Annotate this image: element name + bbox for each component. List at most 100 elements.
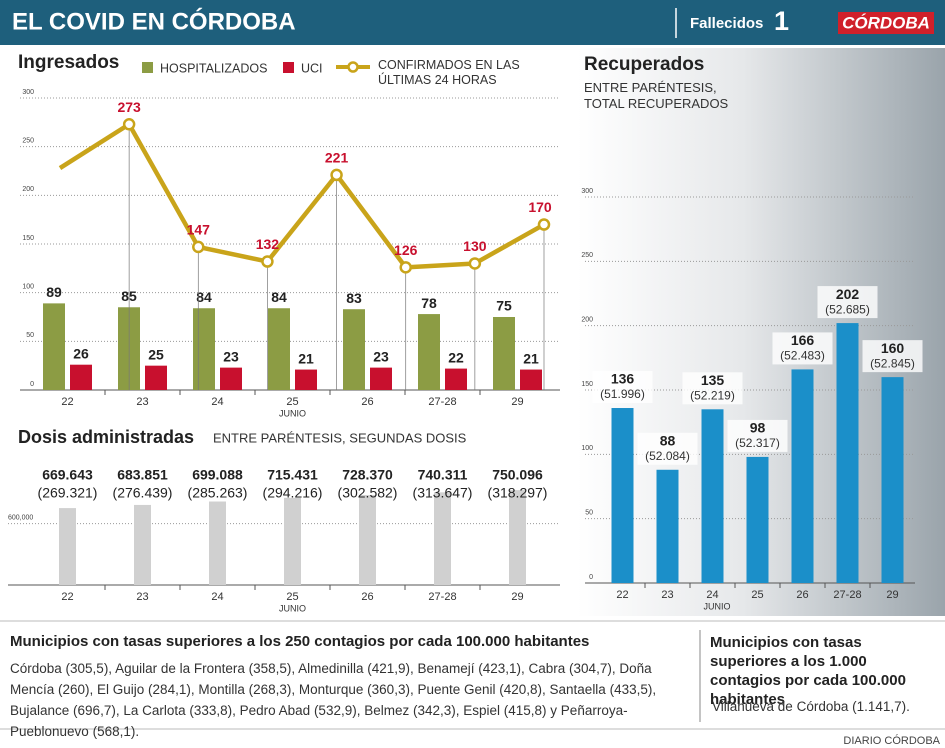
deaths-value: 1 bbox=[774, 6, 789, 36]
bar bbox=[59, 508, 76, 585]
y-tick-label: 0 bbox=[589, 574, 593, 581]
x-tick-label: 27-28 bbox=[428, 396, 456, 408]
x-tick-label: 22 bbox=[61, 396, 73, 408]
note-text: Villanueva de Córdoba (1.141,7). bbox=[712, 699, 910, 714]
total-label: (52.483) bbox=[780, 349, 825, 363]
bar bbox=[193, 308, 215, 390]
x-note: JUNIO bbox=[279, 603, 306, 613]
footer: DIARIO CÓRDOBA bbox=[843, 734, 940, 747]
line-point bbox=[122, 118, 136, 131]
y-tick-label: 200 bbox=[581, 317, 593, 324]
x-tick-label: 25 bbox=[286, 591, 298, 603]
bar bbox=[295, 369, 317, 390]
label-background bbox=[862, 340, 923, 373]
y-tick-label: 250 bbox=[581, 252, 593, 259]
value-label: 147 bbox=[187, 222, 211, 238]
bar bbox=[493, 317, 515, 390]
value-label: 22 bbox=[448, 349, 464, 365]
page-title: EL COVID EN CÓRDOBA bbox=[12, 7, 296, 35]
x-tick-label: 22 bbox=[61, 591, 73, 603]
bar bbox=[418, 314, 440, 390]
x-tick-label: 29 bbox=[511, 396, 523, 408]
x-tick-label: 26 bbox=[361, 396, 373, 408]
legend-label: UCI bbox=[301, 61, 323, 75]
value-label: 699.088 bbox=[192, 467, 243, 483]
x-note: JUNIO bbox=[704, 601, 731, 611]
label-background bbox=[637, 432, 698, 465]
bar bbox=[359, 494, 376, 585]
chart-subtitle: ENTRE PARÉNTESIS, TOTAL RECUPERADOS bbox=[584, 80, 729, 111]
legend-marker bbox=[347, 61, 359, 73]
bar bbox=[509, 490, 526, 585]
total-label: (52.685) bbox=[825, 302, 870, 316]
value-label: 221 bbox=[325, 150, 349, 166]
x-tick-label: 25 bbox=[286, 396, 298, 408]
x-tick-label: 29 bbox=[886, 589, 898, 601]
value-label: 23 bbox=[223, 348, 239, 364]
y-tick-label: 150 bbox=[581, 381, 593, 388]
legend-swatch bbox=[283, 62, 294, 73]
x-tick-label: 23 bbox=[136, 396, 148, 408]
y-tick-label: 250 bbox=[22, 138, 34, 145]
note-title: Municipios con tasas superiores a los 25… bbox=[10, 633, 590, 650]
line bbox=[58, 122, 546, 270]
value-label: 202 bbox=[836, 286, 860, 302]
second-dose-label: (318.297) bbox=[488, 485, 548, 501]
value-label: 84 bbox=[271, 289, 287, 305]
x-note: JUNIO bbox=[279, 408, 306, 418]
line-point bbox=[468, 257, 482, 270]
value-label: 21 bbox=[298, 350, 314, 366]
value-label: 75 bbox=[496, 298, 512, 314]
y-tick-label: 0 bbox=[30, 381, 34, 388]
legend-swatch bbox=[142, 62, 153, 73]
x-tick-label: 23 bbox=[136, 591, 148, 603]
notes-background bbox=[0, 620, 945, 728]
y-tick-label: 50 bbox=[585, 510, 593, 517]
second-dose-label: (302.582) bbox=[338, 485, 398, 501]
chart-title: Dosis administradas bbox=[18, 427, 194, 447]
line-point bbox=[537, 218, 551, 231]
bar bbox=[220, 367, 242, 390]
value-label: 21 bbox=[523, 350, 539, 366]
bar bbox=[611, 408, 634, 583]
bar bbox=[836, 323, 859, 583]
x-tick-label: 25 bbox=[751, 589, 763, 601]
second-dose-label: (313.647) bbox=[413, 485, 473, 501]
x-tick-label: 22 bbox=[616, 589, 628, 601]
header-bar bbox=[0, 0, 945, 45]
bar bbox=[343, 309, 365, 390]
y-tick-label: 200 bbox=[22, 186, 34, 193]
line-point bbox=[261, 255, 274, 268]
value-label: 83 bbox=[346, 290, 362, 306]
chart-subtitle: ENTRE PARÉNTESIS, SEGUNDAS DOSIS bbox=[213, 430, 467, 445]
total-label: (52.845) bbox=[870, 356, 915, 370]
bar bbox=[268, 308, 290, 390]
value-label: 136 bbox=[611, 371, 635, 387]
value-label: 728.370 bbox=[342, 467, 393, 483]
bar bbox=[881, 377, 904, 583]
total-label: (52.219) bbox=[690, 388, 735, 402]
bar bbox=[445, 368, 467, 390]
bar bbox=[284, 497, 301, 585]
value-label: 166 bbox=[791, 332, 815, 348]
legend-label: HOSPITALIZADOS bbox=[160, 61, 267, 75]
deaths-label: Fallecidos bbox=[690, 15, 763, 32]
total-label: (52.084) bbox=[645, 449, 690, 463]
total-label: (51.996) bbox=[600, 387, 645, 401]
second-dose-label: (269.321) bbox=[38, 485, 98, 501]
bar bbox=[70, 364, 92, 390]
x-tick-label: 24 bbox=[706, 589, 718, 601]
line-point bbox=[192, 240, 205, 254]
line-point bbox=[399, 261, 412, 274]
note-text: Córdoba (305,5), Aguilar de la Frontera … bbox=[10, 661, 657, 739]
label-background bbox=[727, 419, 788, 452]
x-tick-label: 27-28 bbox=[833, 589, 861, 601]
bar bbox=[370, 367, 392, 390]
label-background bbox=[817, 286, 878, 319]
value-label: 135 bbox=[701, 372, 725, 388]
chart-title: Recuperados bbox=[584, 54, 704, 75]
x-tick-label: 29 bbox=[511, 591, 523, 603]
bar bbox=[209, 501, 226, 585]
x-tick-label: 27-28 bbox=[428, 591, 456, 603]
